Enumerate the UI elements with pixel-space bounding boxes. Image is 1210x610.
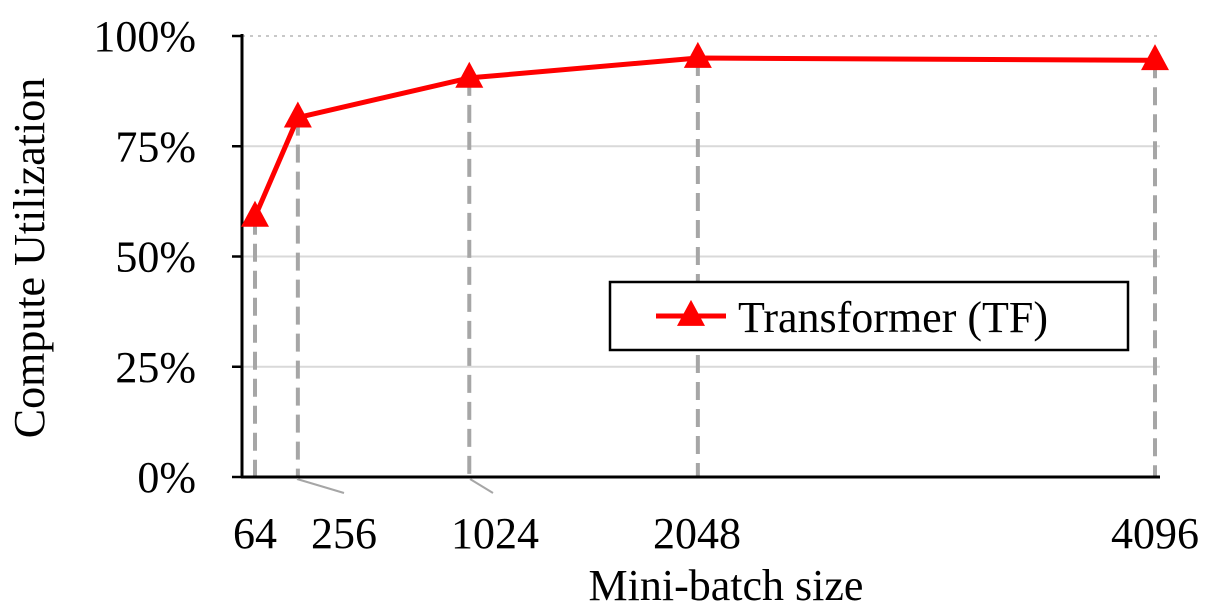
y-tick-label: 50% [115,233,196,282]
y-tick-labels: 0% 25% 50% 75% 100% [93,12,196,502]
x-label-leader [469,478,494,494]
data-point [241,200,269,227]
x-tick-label: 1024 [451,509,539,558]
drop-lines [253,58,1157,477]
axes [232,34,1160,479]
x-tick-label: 64 [233,509,277,558]
x-axis-title: Mini-batch size [589,561,864,610]
gridlines [242,35,1160,368]
x-tick-label: 4096 [1111,509,1199,558]
data-point [1141,44,1169,71]
x-tick-label: 2048 [653,509,741,558]
y-axis-title: Compute Utilization [5,78,54,439]
y-tick-label: 100% [93,12,196,61]
y-tick-label: 0% [137,453,196,502]
y-tick-label: 75% [115,122,196,171]
y-tick-label: 25% [115,343,196,392]
data-point [283,101,312,128]
legend-marker [677,299,705,326]
legend-label: Transformer (TF) [738,293,1048,342]
legend: Transformer (TF) [608,280,1130,352]
series-line-0 [252,55,1156,218]
x-label-leader [296,478,345,494]
data-point [455,61,484,88]
series-layer [241,41,1169,227]
x-tick-labels: 64 256 1024 2048 4096 [233,478,1199,558]
x-tick-label: 256 [311,509,377,558]
data-point [683,41,712,68]
